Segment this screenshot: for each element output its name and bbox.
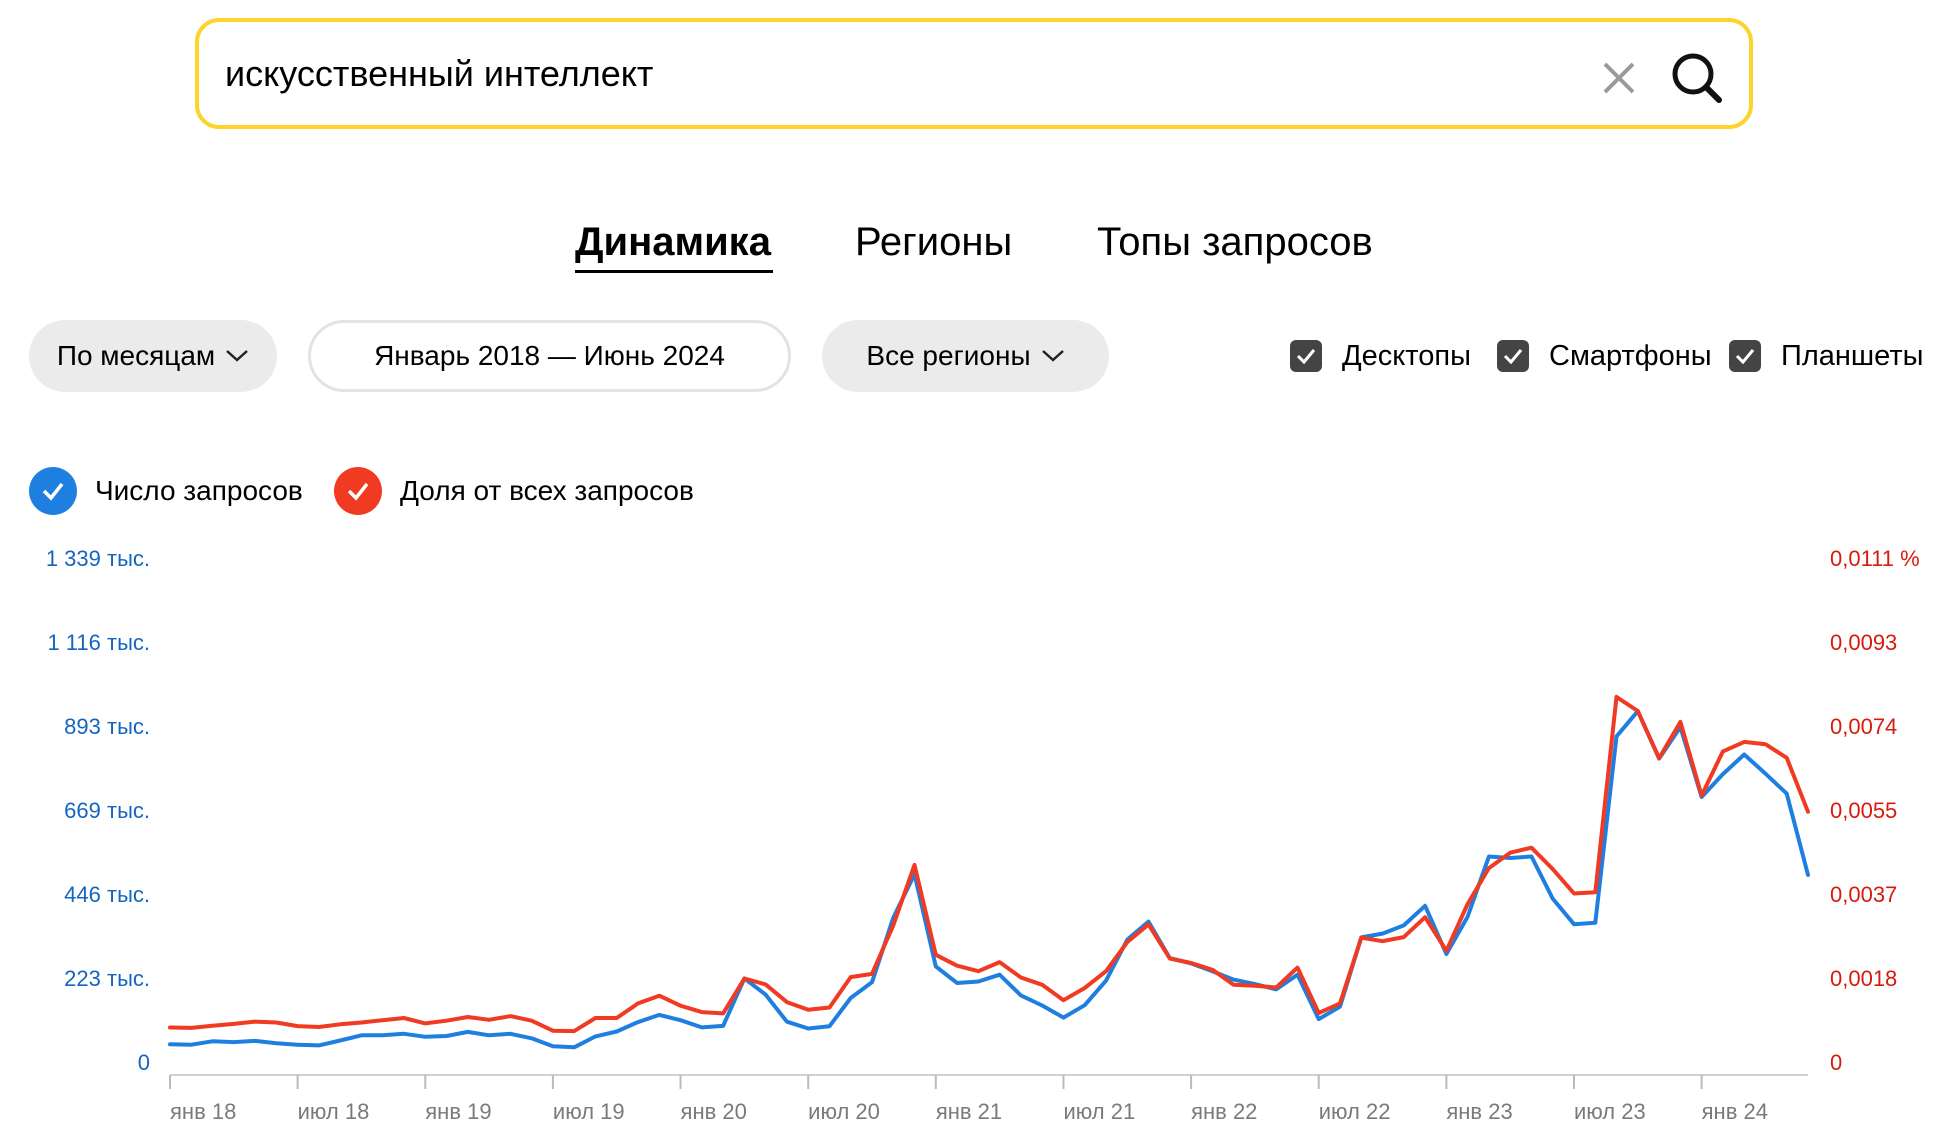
checkbox[interactable] [1497, 340, 1529, 372]
search-button[interactable] [1669, 50, 1725, 106]
check-icon [1296, 349, 1316, 365]
x-axis-tick-label: янв 19 [425, 1099, 491, 1124]
check-icon [1735, 349, 1755, 365]
tab-dynamics[interactable]: Динамика [575, 220, 771, 264]
right-axis-tick-label: 0,0074 [1830, 714, 1897, 739]
x-axis-tick-label: янв 22 [1191, 1099, 1257, 1124]
search-box[interactable] [195, 18, 1753, 129]
right-axis-tick-label: 0,0055 [1830, 798, 1897, 823]
region-dropdown-label: Все регионы [866, 340, 1031, 371]
check-icon [347, 482, 369, 501]
desktop-checkbox[interactable]: Десктопы [1290, 338, 1471, 374]
x-axis-tick-label: июл 23 [1574, 1099, 1646, 1124]
x-axis-tick-label: янв 18 [170, 1099, 236, 1124]
region-dropdown[interactable]: Все регионы [822, 320, 1109, 392]
tab-regions[interactable]: Регионы [855, 220, 1013, 264]
check-icon [1503, 349, 1523, 365]
desktop-label: Десктопы [1342, 339, 1471, 372]
left-axis-tick-label: 1 339 тыс. [46, 546, 150, 571]
smartphone-checkbox[interactable]: Смартфоны [1497, 338, 1712, 374]
tablet-checkbox[interactable]: Планшеты [1729, 338, 1923, 374]
x-axis-tick-label: июл 21 [1063, 1099, 1135, 1124]
close-icon [1603, 62, 1635, 94]
legend-query-count[interactable]: Число запросов [29, 466, 303, 516]
x-axis-tick-label: янв 24 [1702, 1099, 1768, 1124]
x-axis-tick-label: июл 20 [808, 1099, 880, 1124]
chevron-down-icon [226, 350, 248, 362]
legend-label: Число запросов [95, 475, 303, 506]
search-input[interactable] [225, 48, 1525, 100]
right-axis-tick-label: 0 [1830, 1050, 1842, 1075]
x-axis-tick-label: янв 23 [1446, 1099, 1512, 1124]
series-line-query-share [168, 694, 1810, 1034]
date-range-label: Январь 2018 — Июнь 2024 [374, 340, 725, 371]
checkbox[interactable] [1729, 340, 1761, 372]
left-axis-tick-label: 223 тыс. [64, 966, 150, 991]
active-tab-indicator [575, 270, 773, 273]
x-axis-tick-label: июл 22 [1319, 1099, 1391, 1124]
tab-top-queries[interactable]: Топы запросов [1097, 220, 1373, 264]
left-axis-tick-label: 669 тыс. [64, 798, 150, 823]
tab-bar: Динамика Регионы Топы запросов [0, 220, 1954, 280]
chevron-down-icon [1041, 350, 1064, 362]
right-axis-tick-label: 0,0111 % [1830, 546, 1920, 571]
legend-label: Доля от всех запросов [400, 475, 694, 506]
trend-chart: 0 223 тыс. 446 тыс. 669 тыс. 893 тыс. 1 116 т… [46, 546, 1920, 1124]
x-axis-tick-label: июл 18 [298, 1099, 370, 1124]
left-axis-tick-label: 0 [138, 1050, 150, 1075]
x-axis-tick-label: июл 19 [553, 1099, 625, 1124]
legend-red-check[interactable] [334, 467, 382, 515]
right-axis-tick-label: 0,0037 [1830, 882, 1897, 907]
smartphone-label: Смартфоны [1549, 339, 1712, 372]
checkbox[interactable] [1290, 340, 1322, 372]
right-axis-tick-label: 0,0018 [1830, 966, 1897, 991]
period-dropdown[interactable]: По месяцам [29, 320, 277, 392]
date-range-picker[interactable]: Январь 2018 — Июнь 2024 [308, 320, 791, 392]
x-axis-tick-label: янв 20 [681, 1099, 747, 1124]
series-line-query-count [168, 709, 1810, 1050]
left-axis-tick-label: 1 116 тыс. [47, 630, 150, 655]
check-icon [42, 482, 64, 501]
search-icon [1672, 53, 1722, 103]
period-dropdown-label: По месяцам [56, 340, 216, 371]
legend-query-share[interactable]: Доля от всех запросов [334, 466, 694, 516]
tablet-label: Планшеты [1781, 339, 1924, 372]
left-axis-tick-label: 893 тыс. [64, 714, 150, 739]
left-axis-tick-label: 446 тыс. [64, 882, 150, 907]
x-axis-tick-label: янв 21 [936, 1099, 1002, 1124]
legend-blue-check[interactable] [29, 467, 77, 515]
clear-button[interactable] [1597, 56, 1641, 100]
right-axis-tick-label: 0,0093 [1830, 630, 1897, 655]
